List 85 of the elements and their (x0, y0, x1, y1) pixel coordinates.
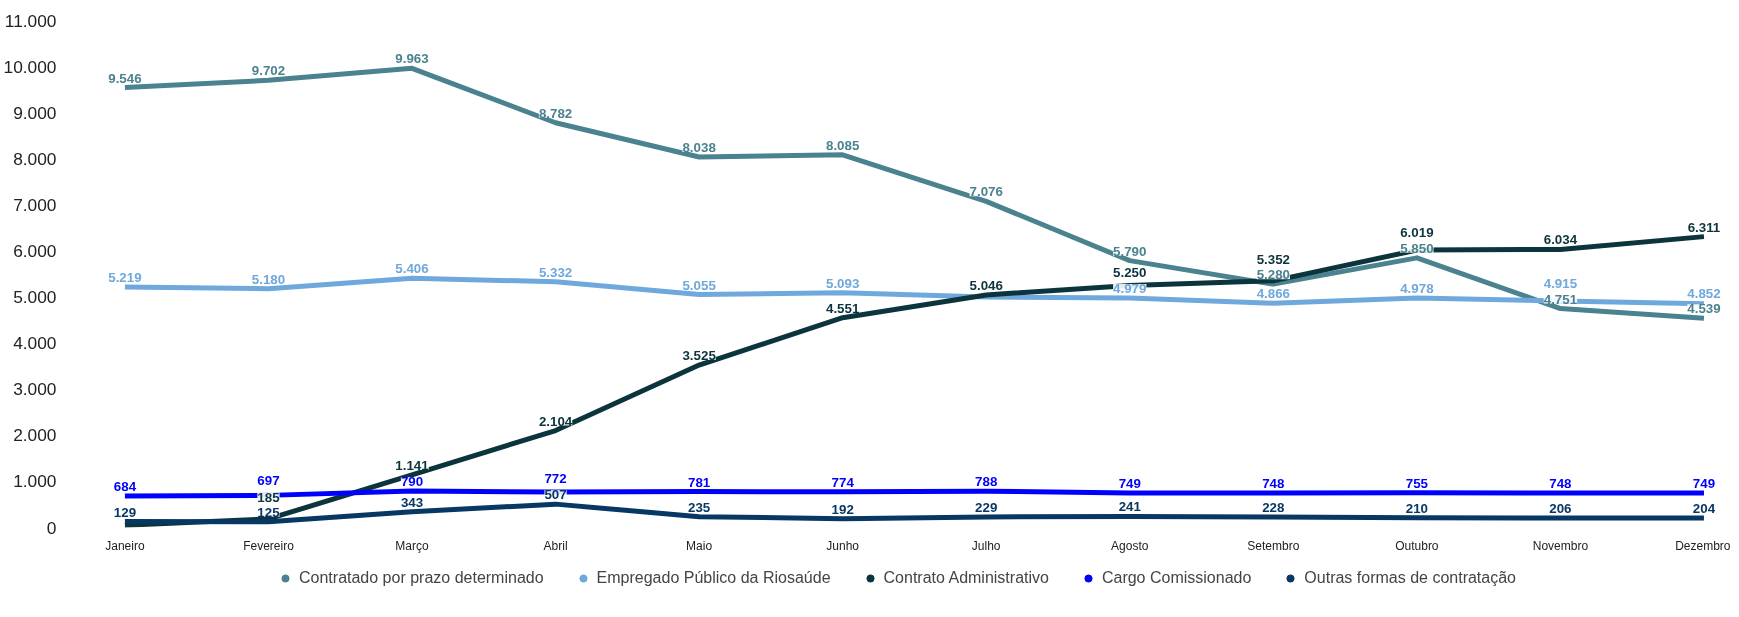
data-label: 755 (1405, 475, 1429, 491)
data-label: 4.852 (1687, 285, 1721, 301)
data-label: 6.019 (1400, 225, 1434, 241)
data-label: 5.332 (538, 264, 573, 280)
x-tick-label: Abril (543, 538, 568, 553)
data-label: 4.751 (1543, 291, 1578, 307)
data-label: 790 (400, 474, 424, 490)
data-label: 4.866 (1256, 286, 1290, 302)
data-label: 343 (400, 494, 424, 510)
data-label: 241 (1118, 499, 1142, 515)
y-tick-label: 4.000 (13, 333, 57, 354)
data-label: 210 (1405, 500, 1428, 516)
data-label: 5.850 (1400, 240, 1434, 256)
data-label: 5.093 (825, 275, 860, 291)
y-tick-label: 1.000 (13, 471, 57, 492)
x-tick-label: Maio (686, 538, 713, 553)
data-label: 8.085 (825, 137, 860, 153)
data-label: 749 (1118, 475, 1141, 491)
y-tick-label: 0 (46, 517, 57, 538)
data-label: 192 (831, 501, 854, 517)
data-label: 125 (257, 504, 281, 520)
data-label: 697 (257, 473, 280, 489)
data-label: 684 (113, 478, 137, 494)
x-tick-label: Março (395, 538, 430, 553)
x-tick-label: Dezembro (1675, 538, 1731, 553)
data-label: 6.311 (1687, 219, 1721, 235)
data-label: 748 (1262, 476, 1285, 492)
y-tick-label: 10.000 (3, 56, 57, 77)
y-tick-label: 6.000 (13, 240, 57, 261)
data-label: 7.076 (969, 184, 1003, 200)
y-tick-label: 5.000 (13, 287, 57, 308)
data-label: 772 (544, 471, 567, 487)
data-label: 206 (1549, 501, 1572, 517)
data-label: 4.551 (825, 300, 860, 316)
data-label: 4.539 (1687, 301, 1721, 317)
data-label: 774 (831, 474, 855, 490)
data-label: 5.352 (1256, 251, 1290, 267)
data-label: 9.963 (395, 51, 429, 67)
data-label: 9.546 (108, 70, 142, 86)
data-label: 4.915 (1543, 276, 1578, 292)
x-tick-label: Outubro (1395, 538, 1439, 553)
data-label: 8.782 (538, 105, 573, 121)
data-label: 749 (1692, 475, 1716, 491)
data-label: 5.180 (251, 271, 286, 287)
data-label: 788 (975, 474, 998, 490)
y-tick-label: 7.000 (13, 194, 57, 215)
data-label: 8.038 (682, 140, 716, 156)
data-label: 229 (975, 499, 998, 515)
data-label: 5.790 (1113, 243, 1147, 259)
data-label: 5.250 (1113, 265, 1147, 281)
data-label: 9.702 (251, 63, 286, 79)
data-label: 3.525 (682, 348, 717, 364)
data-label: 4.979 (1113, 281, 1147, 297)
data-label: 204 (1692, 501, 1716, 517)
data-label: 1.141 (395, 457, 430, 473)
x-tick-label: Janeiro (105, 538, 145, 553)
x-tick-label: Junho (826, 538, 860, 553)
y-tick-label: 11.000 (4, 10, 57, 31)
data-label: 129 (113, 504, 137, 520)
legend-label: Contratado por prazo determinado (299, 568, 544, 587)
data-label: 748 (1549, 476, 1572, 492)
data-label: 5.046 (969, 277, 1003, 293)
data-label: 781 (688, 474, 711, 490)
legend-label: Contrato Administrativo (883, 568, 1049, 587)
data-label: 6.034 (1543, 232, 1578, 248)
x-tick-label: Novembro (1532, 538, 1589, 553)
data-label: 2.104 (538, 413, 573, 429)
y-tick-label: 9.000 (13, 102, 57, 123)
data-label: 5.219 (108, 269, 142, 285)
data-label: 5.406 (395, 261, 429, 277)
x-tick-label: Agosto (1111, 538, 1149, 553)
data-label: 5.280 (1256, 267, 1290, 283)
x-tick-label: Julho (971, 538, 1001, 553)
legend-label: Empregado Público da Riosaúde (596, 568, 831, 587)
data-label: 5.055 (682, 277, 717, 293)
y-tick-label: 8.000 (13, 148, 57, 169)
data-label: 235 (688, 499, 711, 515)
data-label: 4.978 (1400, 281, 1434, 297)
data-label: 228 (1262, 499, 1285, 515)
x-tick-label: Fevereiro (243, 538, 295, 553)
y-tick-label: 2.000 (13, 425, 57, 446)
legend-label: Outras formas de contratação (1304, 568, 1516, 587)
legend-label: Cargo Comissionado (1101, 568, 1252, 587)
y-tick-label: 3.000 (13, 379, 57, 400)
x-tick-label: Setembro (1247, 538, 1300, 553)
